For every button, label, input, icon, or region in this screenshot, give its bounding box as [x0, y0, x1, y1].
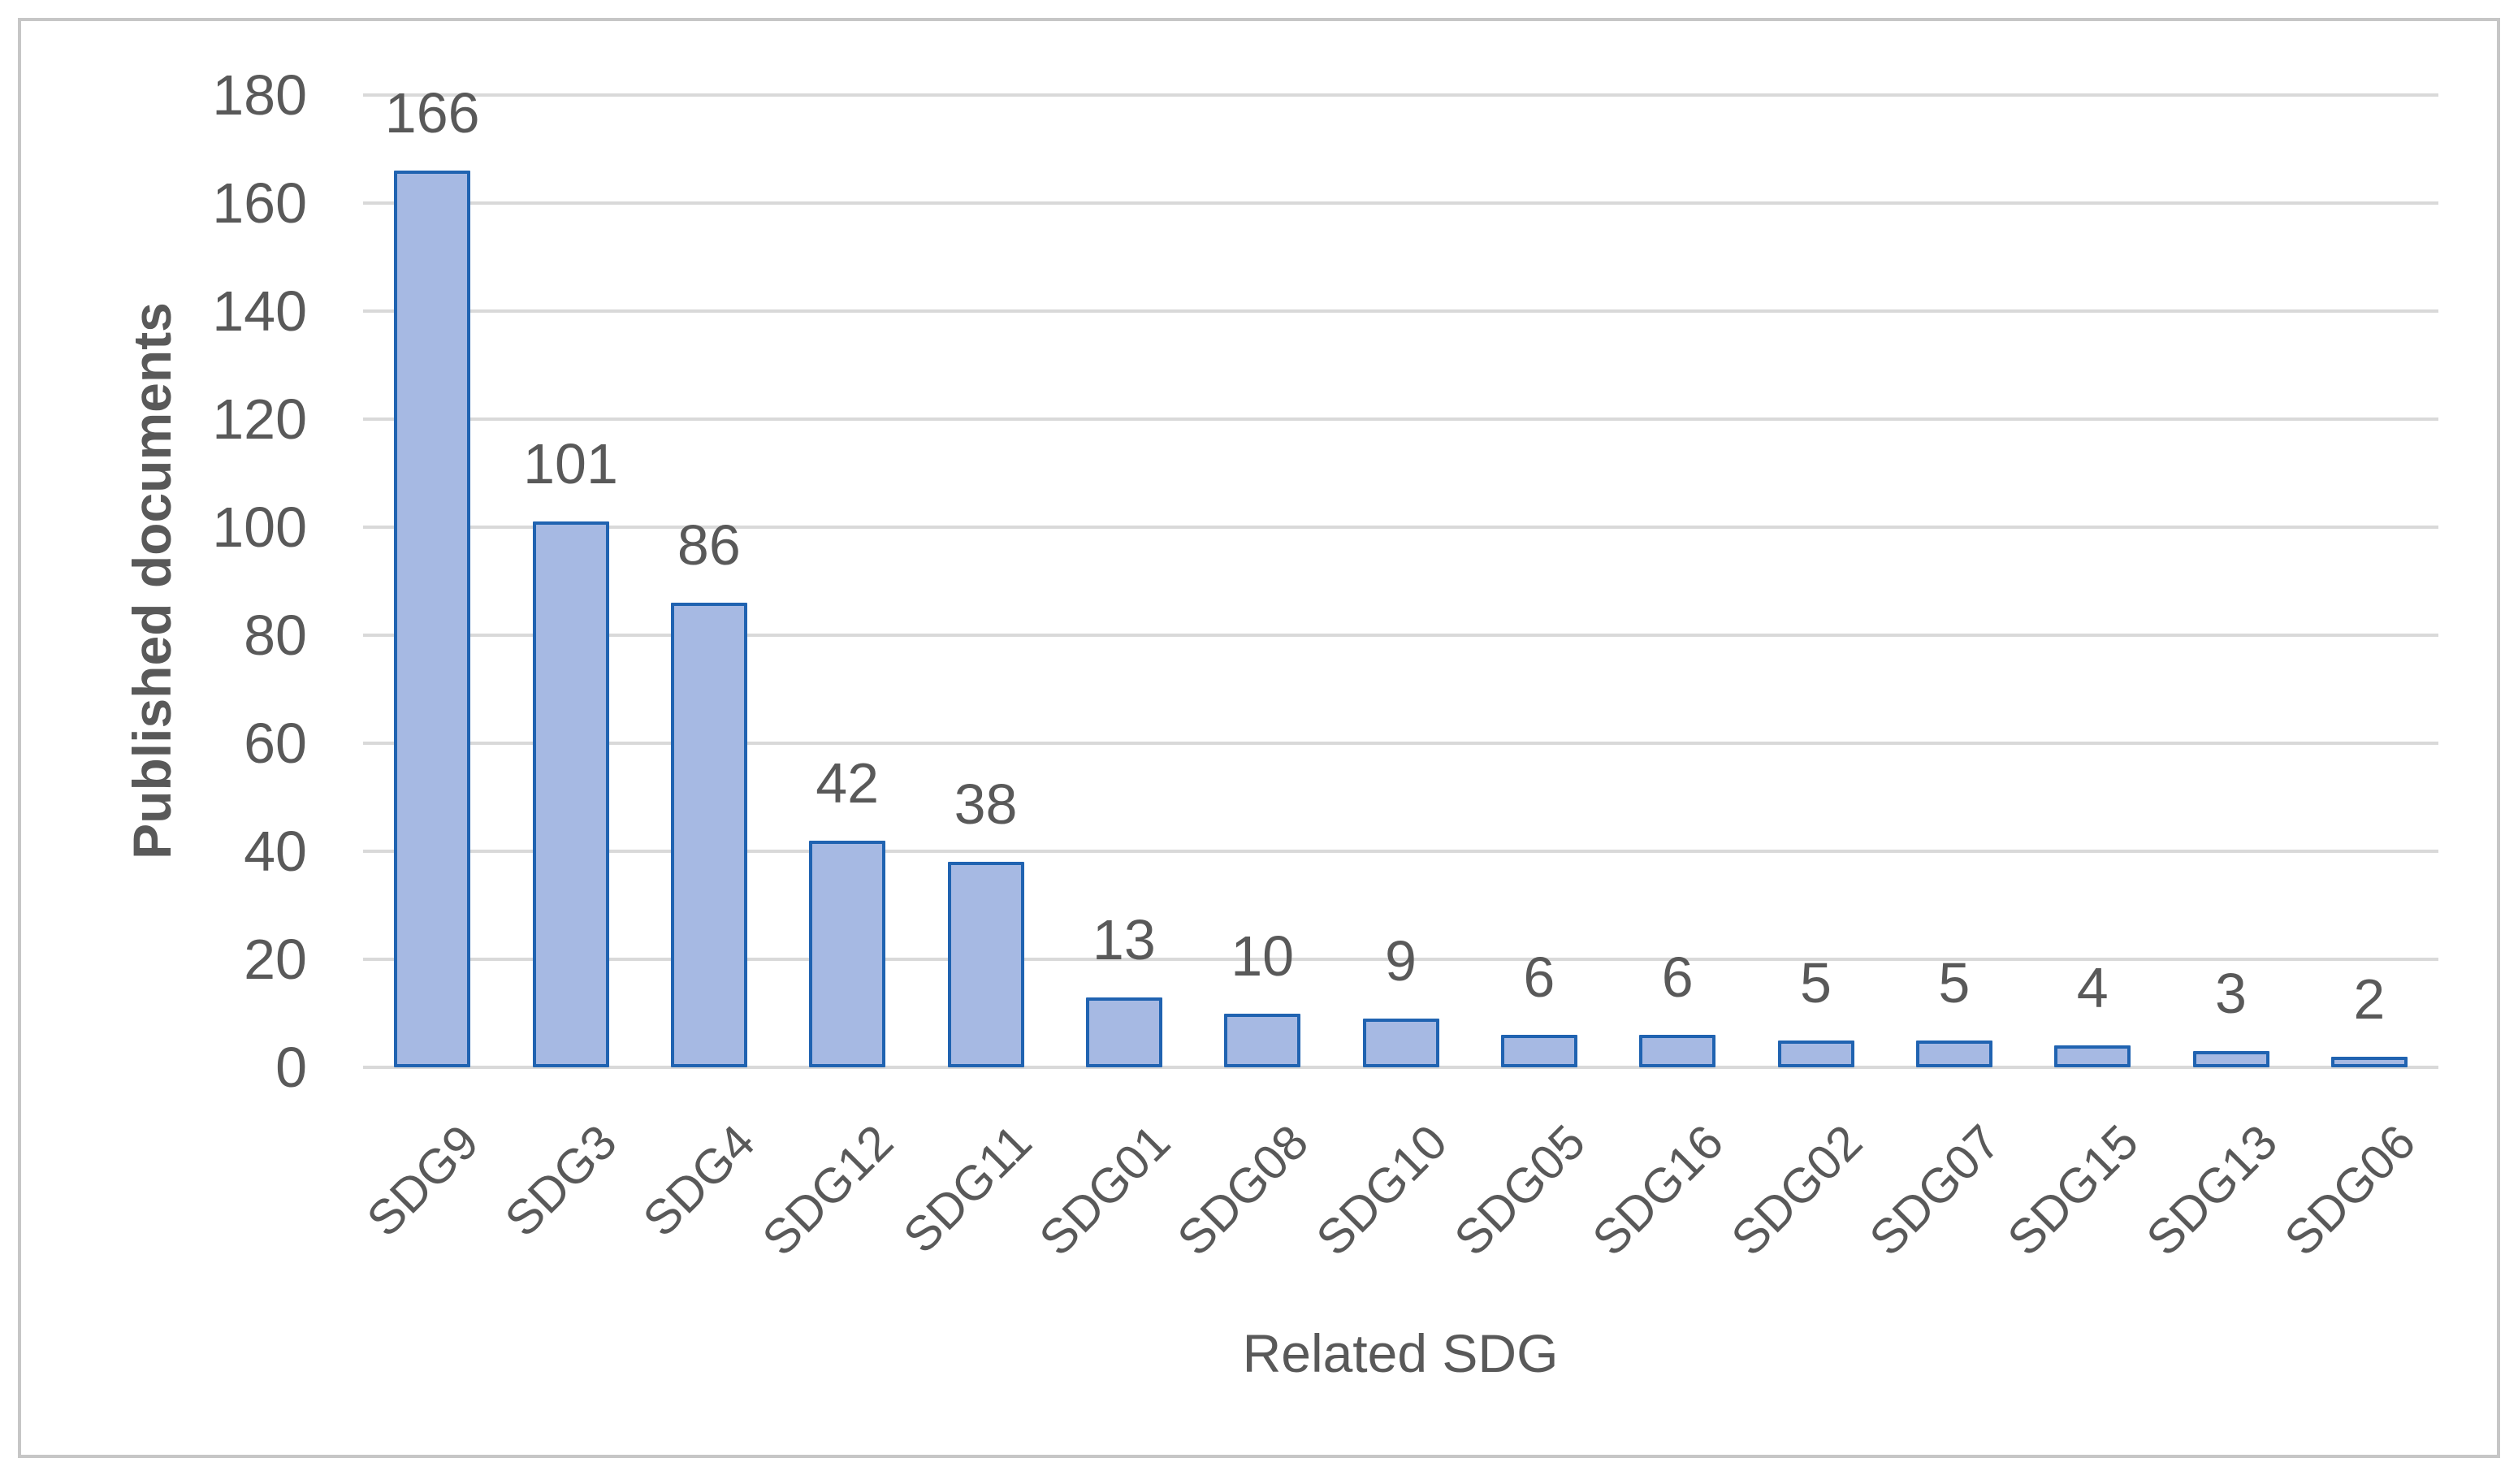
- value-label-sdg11: 38: [954, 772, 1018, 837]
- gridline-140: [363, 309, 2438, 313]
- bar-sdg3: [532, 521, 609, 1067]
- x-axis-title: Related SDG: [1242, 1323, 1559, 1383]
- bar-sdg05: [1500, 1035, 1577, 1067]
- bar-sdg16: [1639, 1035, 1716, 1067]
- value-label-sdg15: 4: [2076, 956, 2109, 1020]
- value-label-sdg3: 101: [523, 432, 618, 496]
- bar-sdg02: [1777, 1040, 1854, 1067]
- gridline-120: [363, 418, 2438, 421]
- y-tick-label-20: 20: [244, 928, 307, 991]
- y-tick-label-60: 60: [244, 712, 307, 775]
- gridline-60: [363, 742, 2438, 745]
- value-label-sdg07: 5: [1938, 950, 1971, 1015]
- bar-sdg12: [809, 840, 886, 1067]
- bar-sdg07: [1915, 1040, 1992, 1067]
- bar-sdg15: [2054, 1045, 2131, 1067]
- y-tick-label-120: 120: [212, 387, 307, 451]
- gridline-180: [363, 93, 2438, 97]
- y-tick-label-100: 100: [212, 495, 307, 559]
- value-label-sdg13: 3: [2215, 962, 2247, 1026]
- bar-sdg08: [1224, 1013, 1301, 1067]
- gridline-20: [363, 958, 2438, 961]
- bar-sdg11: [947, 862, 1024, 1067]
- value-label-sdg10: 9: [1385, 929, 1417, 993]
- bar-sdg4: [670, 603, 747, 1067]
- gridline-100: [363, 526, 2438, 529]
- gridline-80: [363, 634, 2438, 637]
- y-axis-title: Published documents: [122, 302, 182, 859]
- y-tick-label-180: 180: [212, 63, 307, 127]
- gridline-160: [363, 201, 2438, 205]
- bar-sdg01: [1085, 997, 1162, 1067]
- value-label-sdg02: 5: [1800, 950, 1832, 1015]
- y-tick-label-160: 160: [212, 171, 307, 235]
- bar-sdg13: [2192, 1051, 2269, 1067]
- gridline-0: [363, 1066, 2438, 1069]
- value-label-sdg12: 42: [816, 751, 880, 815]
- value-label-sdg08: 10: [1231, 924, 1295, 988]
- bar-sdg9: [394, 171, 471, 1067]
- bar-sdg10: [1362, 1019, 1439, 1067]
- y-tick-label-140: 140: [212, 279, 307, 343]
- value-label-sdg06: 2: [2353, 967, 2386, 1031]
- value-label-sdg01: 13: [1092, 907, 1156, 971]
- value-label-sdg05: 6: [1523, 945, 1555, 1010]
- y-tick-label-80: 80: [244, 604, 307, 667]
- value-label-sdg16: 6: [1661, 945, 1694, 1010]
- gridline-40: [363, 850, 2438, 853]
- y-tick-label-0: 0: [275, 1036, 307, 1099]
- value-label-sdg9: 166: [384, 81, 480, 145]
- bar-sdg06: [2330, 1056, 2408, 1067]
- y-tick-label-40: 40: [244, 820, 307, 883]
- value-label-sdg4: 86: [677, 513, 741, 578]
- chart-border-frame: [18, 18, 2500, 1458]
